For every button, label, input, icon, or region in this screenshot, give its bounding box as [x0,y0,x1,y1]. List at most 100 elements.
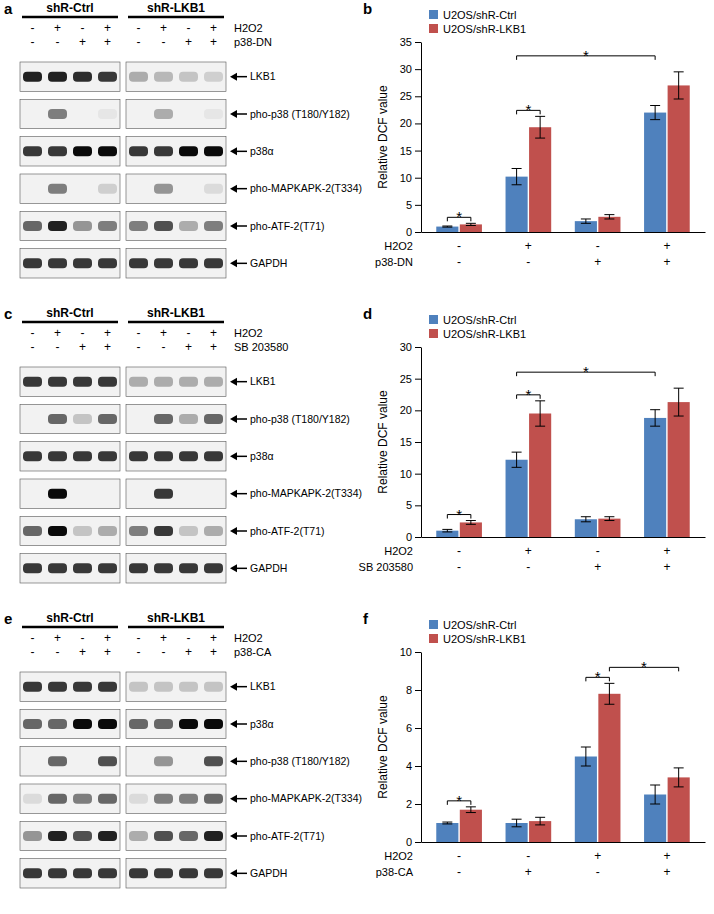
y-tick-label: 6 [406,722,412,734]
condition-sign: + [663,239,670,253]
condition-sign: - [187,326,191,340]
condition-sign: - [56,645,60,659]
band [154,72,173,82]
arrow-head [230,415,237,423]
error-cap [650,785,660,786]
condition-label: p38-CA [376,866,414,878]
y-tick-mark [415,410,421,411]
condition-label: H2O2 [234,22,263,34]
arrow-head [230,720,237,728]
group-underline [128,626,224,629]
error-cap [581,747,591,748]
arrow-head [230,259,237,267]
band [129,109,148,119]
bar [598,217,620,232]
row-label: pho-MAPKAPK-2(T334) [250,487,362,499]
band [129,451,148,461]
band [48,258,67,268]
band [98,184,117,194]
error-bar [516,819,517,827]
error-cap [535,426,545,427]
band [48,526,67,536]
band [204,831,223,841]
band [23,831,42,841]
error-cap [442,529,452,530]
band [129,868,148,878]
condition-sign: - [187,631,191,645]
group-underline [128,16,224,19]
band [204,258,223,268]
blot-strip [20,747,120,776]
condition-sign: + [185,340,192,354]
y-tick: 10 [400,468,421,480]
significance-label: * [595,668,601,685]
bar [506,460,528,537]
row-label: pho-MAPKAPK-2(T334) [250,792,362,804]
band [73,794,92,804]
row-label: GAPDH [250,257,287,269]
chart-panel: b05101520253035Relative DCF valueU2OS/sh… [363,0,706,269]
legend-swatch [429,620,438,629]
row-label: pho-MAPKAPK-2(T334) [250,182,362,194]
band [48,221,67,231]
y-tick: 15 [400,145,421,157]
legend-swatch [429,634,438,643]
condition-sign: - [526,560,530,574]
blot-strip [126,516,226,545]
error-cap [650,105,660,106]
condition-sign: + [210,645,217,659]
condition-sign: - [457,560,461,574]
y-tick-label: 5 [406,199,412,211]
error-cap [442,227,452,228]
arrow-head [230,73,237,81]
legend-swatch [429,329,438,338]
condition-sign: + [663,865,670,879]
band [179,756,198,766]
condition-sign: - [31,631,35,645]
significance-label: * [583,47,589,64]
y-tick: 2 [406,798,421,810]
arrow-head [230,490,237,498]
band [98,526,117,536]
row-label: LKB1 [250,680,276,692]
band [48,794,67,804]
band [73,109,92,119]
band [48,72,67,82]
band [129,563,148,573]
band [98,868,117,878]
y-tick-mark [415,96,421,97]
condition-sign: - [137,631,141,645]
band [48,184,67,194]
error-bar [678,388,679,416]
y-axis: 051015202530 [400,341,422,543]
band [98,682,117,692]
legend-swatch [429,24,438,33]
band [98,794,117,804]
y-axis-title: Relative DCF value [376,390,390,494]
bar [460,810,482,842]
arrow-head [230,683,237,691]
condition-sign: + [104,35,111,49]
blot-strip [126,709,226,738]
band [48,377,67,387]
band [73,563,92,573]
y-tick: 5 [406,199,421,211]
condition-sign: + [594,849,601,863]
band [204,868,223,878]
band [154,414,173,424]
error-bar [540,116,541,138]
bar [598,694,620,842]
band [179,489,198,499]
band [73,451,92,461]
y-tick: 15 [400,436,421,448]
error-cap [535,116,545,117]
band [48,451,67,461]
panel-label: a [4,0,13,17]
error-cap [581,218,591,219]
chart-panel: d051015202530Relative DCF valueU2OS/shR-… [359,305,706,574]
arrow-head [230,147,237,155]
blot-strip [20,211,120,240]
condition-sign: + [525,865,532,879]
band [179,682,198,692]
band [129,414,148,424]
